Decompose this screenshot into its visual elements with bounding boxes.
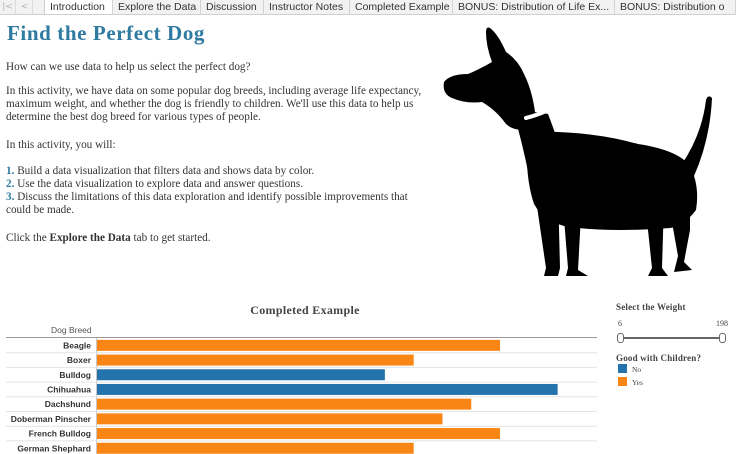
category-label-german-shephard: German Shephard [17,443,91,453]
step-number: 2. [6,178,15,190]
step-text: Build a data visualization that filters … [17,165,315,177]
tab-discussion[interactable]: Discussion [201,0,264,14]
step-list: 1. Build a data visualization that filte… [6,165,426,217]
legend-label-no: No [632,365,642,374]
bar-german-shephard[interactable] [97,442,414,454]
scroll-left-icon[interactable]: < [17,0,33,14]
sheet-tab-bar: |< < Introduction Explore the Data Discu… [0,0,736,15]
explore-tab-reference: Explore the Data [49,232,131,244]
weight-max-value: 198 [716,319,728,328]
bar-bulldog[interactable] [97,369,385,381]
bar-chihuahua[interactable] [97,383,558,395]
list-item: 2. Use the data visualization to explore… [6,178,426,191]
tab-bonus-life-expectancy[interactable]: BONUS: Distribution of Life Ex... [453,0,615,14]
list-item: 3. Discuss the limitations of this data … [6,191,426,217]
chart-title: Completed Example [250,303,360,317]
list-item: 1. Build a data visualization that filte… [6,165,426,178]
tab-explore-the-data[interactable]: Explore the Data [113,0,201,14]
page-title: Find the Perfect Dog [7,21,206,45]
weight-slider-min-handle[interactable] [617,333,624,343]
bar-dachshund[interactable] [97,398,472,410]
step-text: Discuss the limitations of this data exp… [6,191,408,216]
legend-swatch-no [618,364,627,373]
bar-french-bulldog[interactable] [97,428,501,440]
weight-filter-title: Select the Weight [616,302,686,312]
tab-completed-example[interactable]: Completed Example [350,0,453,14]
weight-min-value: 6 [618,319,622,328]
scroll-first-icon[interactable]: |< [0,0,16,14]
intro-call-to-action: Click the Explore the Data tab to get st… [6,232,211,244]
category-label-chihuahua: Chihuahua [47,384,91,394]
bar-boxer[interactable] [97,354,414,366]
bar-doberman-pinscher[interactable] [97,413,443,425]
dog-silhouette-icon [443,27,712,276]
legend-swatch-yes [618,377,627,386]
category-label-french-bulldog: French Bulldog [29,429,91,439]
legend-label-yes: Yes [632,378,643,387]
category-label-beagle: Beagle [63,340,91,350]
tab-introduction[interactable]: Introduction [44,0,113,14]
category-label-boxer: Boxer [67,355,92,365]
header-divider [6,337,597,338]
legend-title: Good with Children? [616,353,702,363]
bar-beagle[interactable] [97,339,501,351]
step-number: 3. [6,191,15,203]
step-number: 1. [6,165,15,177]
tab-instructor-notes[interactable]: Instructor Notes [264,0,350,14]
category-axis-line [96,338,97,454]
step-text: Use the data visualization to explore da… [17,178,304,190]
intro-description: In this activity, we have data on some p… [6,85,422,123]
weight-slider-track[interactable] [622,337,724,339]
intro-question: How can we use data to help us select th… [6,61,251,73]
category-label-dachshund: Dachshund [45,399,91,409]
category-label-doberman-pinscher: Doberman Pinscher [11,414,92,424]
y-axis-title: Dog Breed [51,325,92,335]
intro-you-will: In this activity, you will: [6,139,116,151]
category-label-bulldog: Bulldog [59,370,91,380]
weight-slider-max-handle[interactable] [719,333,726,343]
